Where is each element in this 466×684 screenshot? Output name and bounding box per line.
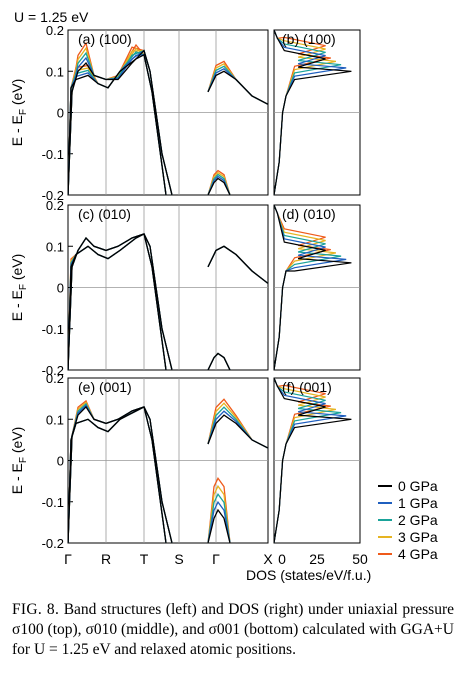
band-line [207,245,268,284]
legend-label: 2 GPa [398,512,438,528]
band-line [207,70,268,105]
dos-line [274,378,352,543]
panel-2: 0.2 0.1 0 -0.1 -0.2 (e) (001) (f) (001) [42,371,361,551]
band-line [207,245,268,284]
panels-group: 0.20.10-0.1-0.2(a) (100) (b) (100)0.20.10… [42,23,361,551]
y-axis-labels: E - EF (eV) E - EF (eV) E - EF (eV) [9,79,29,495]
band-line [207,500,231,543]
band-line [207,245,268,284]
dos-line [274,205,352,370]
dos-axis-label: DOS (states/eV/f.u.) [246,567,371,583]
band-line [68,405,167,543]
kpoint-label: X [263,551,273,567]
figure-caption: FIG. 8. Band structures (left) and DOS (… [12,600,454,660]
y-tick-label: 0 [57,106,64,121]
band-line [207,410,268,449]
kpoint-label: S [174,551,183,567]
panel-1: 0.2 0.1 0 -0.1 -0.2 (c) (010) (d) (010) [42,198,361,378]
band-panel-label: (a) (100) [78,31,132,47]
band-line [207,414,268,449]
y-tick-label: 0 [57,454,64,469]
y-axis-title: E - EF (eV) [9,79,29,147]
y-tick-label: 0 [57,281,64,296]
legend-label: 0 GPa [398,478,438,494]
caption-text: Band structures (left) and DOS (right) u… [12,601,454,658]
caption-label: FIG. 8. [12,601,60,618]
band-panel-label: (c) (010) [78,206,131,222]
figure-header: U = 1.25 eV [14,9,89,25]
legend-label: 4 GPa [398,546,438,562]
y-tick-label: 0.1 [46,64,64,79]
band-structure-figure: U = 1.25 eV 0.2 0.1 0 -0.1 -0.2 (a) (100) (b) … [9,9,438,583]
band-line [68,43,167,195]
band-line [207,352,231,370]
band-line [68,232,167,370]
band-line [207,492,231,543]
y-tick-label: -0.2 [42,363,64,378]
legend-label: 3 GPa [398,529,438,545]
band-line [68,49,173,195]
y-tick-label: 0.1 [46,239,64,254]
y-axis-title: E - EF (eV) [9,427,29,495]
band-panel-label: (e) (001) [78,379,132,395]
kpoint-label: Γ [212,551,220,567]
dos-tick-label: 50 [352,551,368,567]
y-tick-label: 0.2 [46,23,64,38]
legend-label: 1 GPa [398,495,438,511]
band-line [68,47,167,195]
y-tick-label: 0.2 [46,371,64,386]
band-line [207,508,231,543]
dos-tick-label: 0 [278,551,286,567]
y-tick-label: -0.1 [42,322,64,337]
dos-line [274,30,352,195]
band-line [207,177,231,195]
dos-panel-label: (b) (100) [282,31,336,47]
band-line [68,53,167,195]
band-line [68,51,167,195]
y-tick-label: -0.1 [42,147,64,162]
band-line [207,245,268,284]
y-axis-title: E - EF (eV) [9,254,29,322]
y-tick-label: -0.1 [42,495,64,510]
y-tick-label: -0.2 [42,188,64,203]
band-line [207,245,268,284]
kpoint-label: R [101,551,111,567]
panel-0: 0.2 0.1 0 -0.1 -0.2 (a) (100) (b) (100) [42,23,361,203]
band-line [207,406,268,449]
kpoint-label: T [140,551,149,567]
band-line [207,169,231,195]
band-line [68,405,173,543]
band-line [207,484,231,543]
y-tick-label: 0.1 [46,412,64,427]
dos-tick-label: 25 [309,551,325,567]
dos-panel-label: (d) (010) [282,206,336,222]
x-axis-labels: Γ R T S Γ X 0 25 50 [64,551,368,567]
kpoint-label: Γ [64,551,72,567]
y-tick-label: 0.2 [46,198,64,213]
y-tick-label: -0.2 [42,536,64,551]
dos-panel-label: (f) (001) [282,379,332,395]
